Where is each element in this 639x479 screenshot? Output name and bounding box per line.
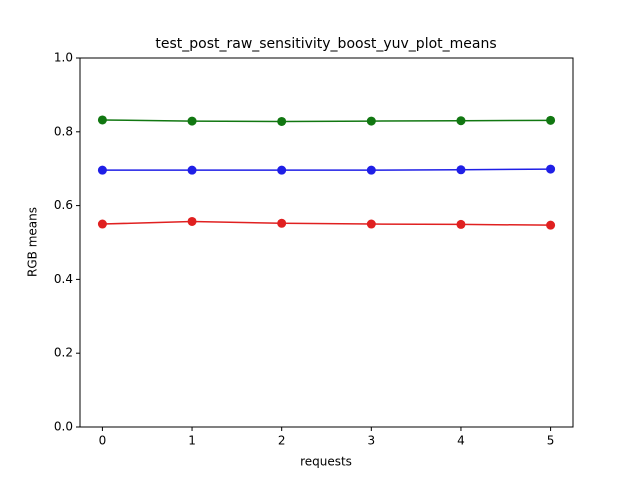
data-point (456, 219, 466, 229)
x-tick-label: 1 (188, 434, 196, 448)
x-tick-label: 5 (547, 434, 555, 448)
chart-title: test_post_raw_sensitivity_boost_yuv_plot… (155, 36, 496, 52)
data-point (277, 165, 287, 175)
y-tick-label: 0.2 (54, 346, 73, 360)
data-point (456, 165, 466, 175)
plot-frame (79, 57, 574, 428)
data-point (546, 164, 556, 174)
x-tick-label: 2 (278, 434, 286, 448)
data-point (187, 216, 197, 226)
series-line (102, 119, 551, 123)
data-point (546, 220, 556, 230)
data-point (187, 116, 197, 126)
y-tick-label: 0.8 (54, 124, 73, 138)
y-tick-label: 0.0 (54, 420, 73, 434)
data-point (366, 219, 376, 229)
data-point (366, 116, 376, 126)
x-axis-label: requests (300, 455, 352, 469)
y-tick-label: 0.6 (54, 198, 73, 212)
data-point (97, 219, 107, 229)
series-line (102, 168, 551, 171)
data-point (277, 218, 287, 228)
y-tick-label: 1.0 (54, 51, 73, 65)
y-tick-label: 0.4 (54, 272, 73, 286)
data-point (366, 165, 376, 175)
data-point (187, 165, 197, 175)
x-tick-label: 3 (367, 434, 375, 448)
x-tick-label: 0 (99, 434, 107, 448)
data-point (546, 115, 556, 125)
data-point (277, 116, 287, 126)
data-point (97, 165, 107, 175)
series-line (102, 220, 551, 226)
data-point (456, 116, 466, 126)
data-point (97, 115, 107, 125)
x-tick-label: 4 (457, 434, 465, 448)
y-axis-label: RGB means (26, 207, 40, 277)
